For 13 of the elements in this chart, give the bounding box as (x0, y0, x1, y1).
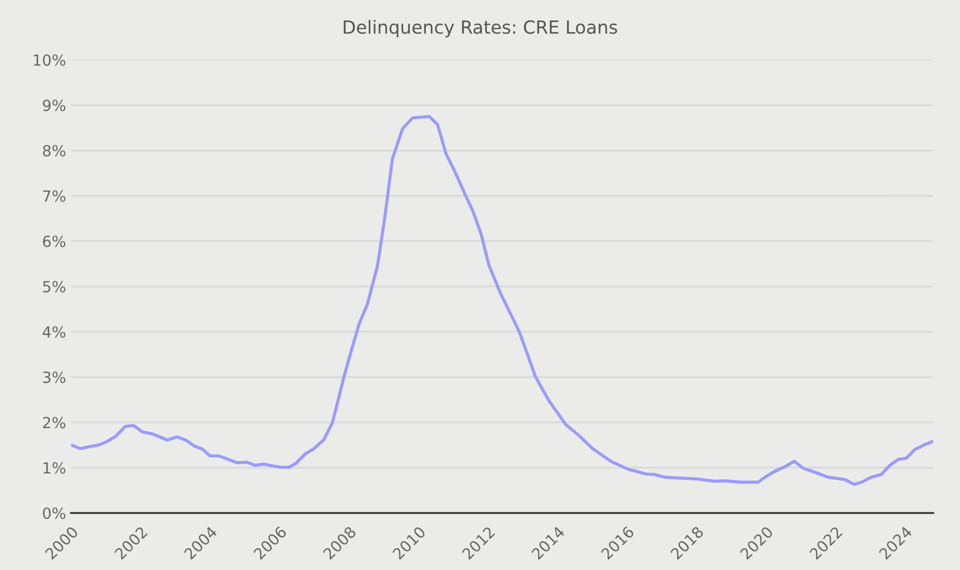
y-tick-label: 8% (42, 144, 66, 156)
y-tick-label: 5% (43, 280, 66, 292)
y-tick-label: 0% (42, 507, 66, 520)
line-series (71, 114, 934, 486)
y-tick-label: 4% (42, 326, 66, 338)
y-tick-label: 1% (44, 462, 66, 474)
chart-title: Delinquency Rates: CRE Loans (344, 20, 618, 38)
y-tick-label: 9% (42, 100, 66, 112)
y-tick-label: 3% (43, 372, 66, 384)
y-tick-label: 10% (34, 54, 66, 66)
y-tick-label: 6% (43, 236, 66, 248)
y-tick-label: 2% (43, 416, 66, 428)
y-tick-label: 7% (43, 190, 66, 202)
